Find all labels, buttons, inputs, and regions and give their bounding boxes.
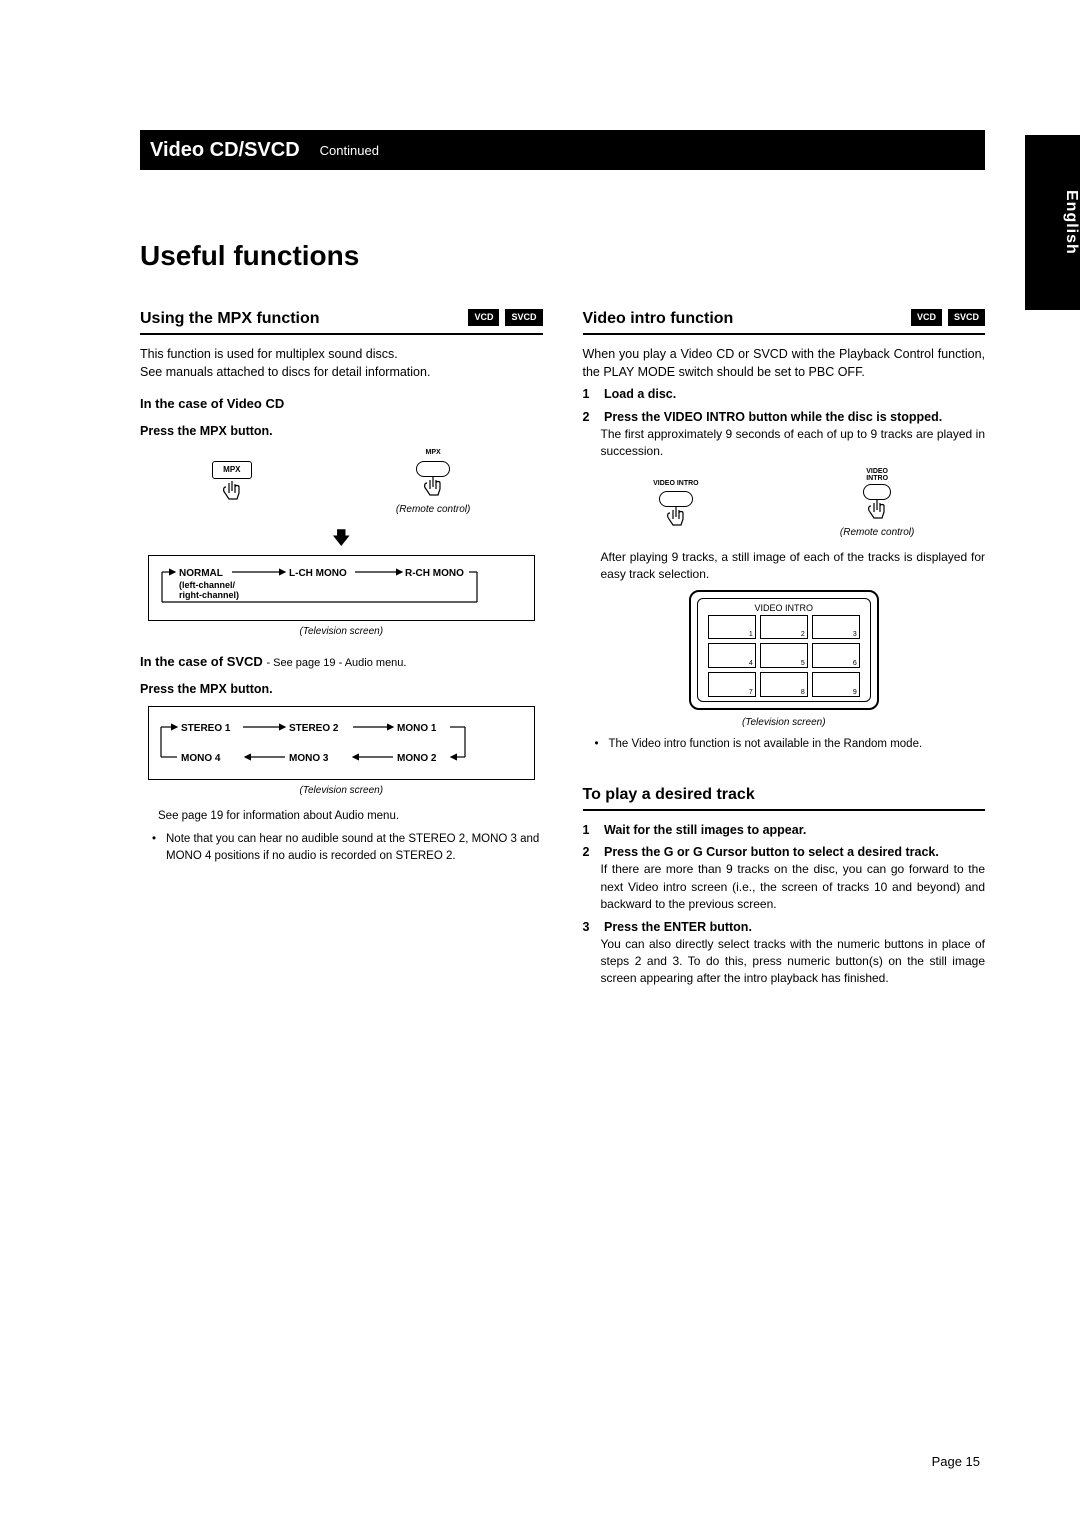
- pbc-note: When you play a Video CD or SVCD with th…: [583, 345, 986, 381]
- svcd-cycle-box: STEREO 1 STEREO 2 MONO 1 MONO 2 MONO 3 M…: [148, 706, 535, 780]
- mpx-oval-icon: [416, 461, 450, 477]
- case-svcd-note: - See page 19 - Audio menu.: [266, 657, 406, 669]
- right-column: VCD SVCD Video intro function When you p…: [583, 297, 986, 992]
- stereo2-note: • Note that you can hear no audible soun…: [152, 831, 543, 864]
- remote-caption: (Remote control): [396, 503, 470, 518]
- side-language-tab: English: [1025, 135, 1080, 310]
- svg-text:STEREO 2: STEREO 2: [289, 723, 339, 734]
- tv-frame: VIDEO INTRO 1 2 3 4 5 6 7 8 9: [689, 590, 879, 710]
- tag-svcd-r: SVCD: [948, 309, 985, 326]
- cycle-lch: L-CH MONO: [289, 568, 347, 579]
- header-bar: Video CD/SVCD Continued: [140, 130, 985, 170]
- step-press-mpx-svcd: Press the MPX button.: [140, 682, 273, 696]
- vcd-cycle-box: NORMAL L-CH MONO R-CH MONO (left-channel…: [148, 555, 535, 621]
- case-svcd-head: In the case of SVCD - See page 19 - Audi…: [140, 653, 543, 672]
- down-arrow-icon: 🡇: [140, 525, 543, 551]
- stereo2-note-text: Note that you can hear no audible sound …: [166, 831, 543, 864]
- tv-cell-2: 2: [760, 615, 808, 640]
- video-intro-remote-btn: VIDEOINTRO (Remote control): [840, 468, 914, 541]
- random-note: • The Video intro function is not availa…: [595, 736, 986, 753]
- normal-sub2: right-channel): [179, 590, 239, 600]
- tv-cell-7: 7: [708, 672, 756, 697]
- video-intro-small-label: VIDEOINTRO: [840, 468, 914, 482]
- tag-vcd-r: VCD: [911, 309, 942, 326]
- oval-icon-small: [863, 484, 891, 500]
- cycle-normal: NORMAL: [179, 568, 223, 579]
- header-title: Video CD/SVCD: [140, 139, 320, 162]
- tv-header: VIDEO INTRO: [698, 602, 870, 615]
- svg-text:STEREO 1: STEREO 1: [181, 723, 231, 734]
- svcd-audio-note: See page 19 for information about Audio …: [158, 808, 543, 825]
- video-intro-panel-btn: VIDEO INTRO: [653, 479, 699, 531]
- mpx-title-text: Using the MPX function: [140, 310, 320, 327]
- oval-icon: [659, 491, 693, 507]
- case-vcd-head: In the case of Video CD: [140, 395, 543, 414]
- svg-text:MONO 3: MONO 3: [289, 753, 329, 764]
- video-intro-button-diagram: VIDEO INTRO VIDEOINTRO: [583, 468, 986, 541]
- page-heading: Useful functions: [140, 240, 985, 272]
- p-step2: Press the G or G Cursor button to select…: [604, 845, 939, 859]
- mpx-label: MPX: [212, 461, 251, 479]
- hand-press-icon: [217, 479, 247, 507]
- play-track-title: To play a desired track: [583, 783, 986, 811]
- tv-grid: 1 2 3 4 5 6 7 8 9: [708, 615, 860, 697]
- left-column: VCD SVCD Using the MPX function This fun…: [140, 297, 543, 992]
- mpx-remote-button: MPX (Remote control): [396, 448, 470, 517]
- p-step3: Press the ENTER button.: [604, 920, 752, 934]
- cycle-rch: R-CH MONO: [405, 568, 464, 579]
- tag-svcd: SVCD: [505, 309, 542, 326]
- random-note-text: The Video intro function is not availabl…: [609, 736, 923, 753]
- step2-sub-b: After playing 9 tracks, a still image of…: [601, 549, 986, 584]
- step-press-mpx: Press the MPX button.: [140, 424, 273, 438]
- p-step1: Wait for the still images to appear.: [604, 823, 806, 837]
- mpx-intro-2: See manuals attached to discs for detail…: [140, 363, 543, 381]
- p-step2-num: 2: [583, 843, 601, 861]
- normal-sub1: (left-channel/: [179, 580, 236, 590]
- video-intro-label: VIDEO INTRO: [653, 479, 699, 489]
- step1-text: Load a disc.: [604, 387, 676, 401]
- video-intro-title-text: Video intro function: [583, 310, 734, 327]
- video-intro-section-title: VCD SVCD Video intro function: [583, 307, 986, 335]
- tag-vcd: VCD: [468, 309, 499, 326]
- tv-cell-9: 9: [812, 672, 860, 697]
- svg-text:MONO 4: MONO 4: [181, 753, 221, 764]
- tv-cell-4: 4: [708, 643, 756, 668]
- tv-cell-8: 8: [760, 672, 808, 697]
- page-number: Page 15: [932, 1454, 980, 1469]
- tv-cell-5: 5: [760, 643, 808, 668]
- hand-press-icon: [418, 477, 448, 501]
- tv-caption-r: (Television screen): [583, 716, 986, 731]
- header-sub: Continued: [320, 143, 379, 158]
- tv-caption-1: (Television screen): [140, 625, 543, 640]
- mpx-button-diagram: MPX MPX (Remote control): [140, 448, 543, 517]
- remote-caption-r: (Remote control): [840, 526, 914, 541]
- mpx-panel-button: MPX: [212, 459, 251, 507]
- hand-press-icon: [661, 507, 691, 531]
- step2-text: Press the VIDEO INTRO button while the d…: [604, 410, 942, 424]
- tv-cell-3: 3: [812, 615, 860, 640]
- tv-cell-6: 6: [812, 643, 860, 668]
- svg-text:MONO 1: MONO 1: [397, 723, 437, 734]
- p-step3-num: 3: [583, 918, 601, 936]
- p-step2-note: If there are more than 9 tracks on the d…: [601, 861, 986, 913]
- hand-press-icon: [862, 500, 892, 524]
- step1-num: 1: [583, 385, 601, 403]
- case-svcd-text: In the case of SVCD: [140, 654, 263, 669]
- p-step3-note: You can also directly select tracks with…: [601, 936, 986, 988]
- tv-caption-2: (Television screen): [140, 784, 543, 799]
- step2-sub-a: The first approximately 9 seconds of eac…: [601, 426, 986, 461]
- mpx-small-label: MPX: [396, 448, 470, 458]
- svg-text:MONO 2: MONO 2: [397, 753, 437, 764]
- step2-num: 2: [583, 408, 601, 426]
- mpx-section-title: VCD SVCD Using the MPX function: [140, 307, 543, 335]
- mpx-intro-1: This function is used for multiplex soun…: [140, 345, 543, 363]
- tv-cell-1: 1: [708, 615, 756, 640]
- p-step1-num: 1: [583, 821, 601, 839]
